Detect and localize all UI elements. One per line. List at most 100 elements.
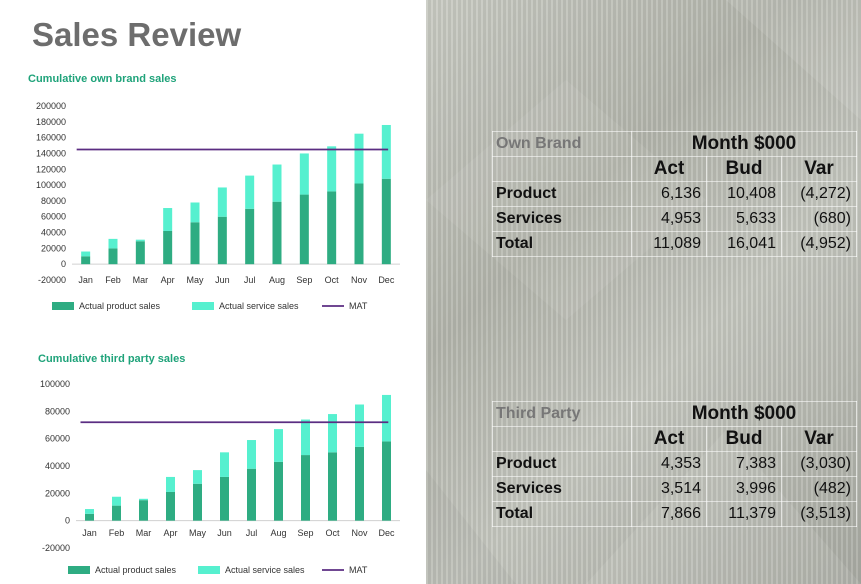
legend-label: Actual service sales xyxy=(219,301,299,311)
bar-product xyxy=(274,461,283,521)
table-row: Total 7,866 11,379 (3,513) xyxy=(492,501,857,527)
legend-swatch-product xyxy=(52,302,74,310)
x-tick-label: Feb xyxy=(109,528,125,538)
bar-product xyxy=(220,476,229,521)
bar-service xyxy=(135,239,145,242)
bar-product xyxy=(81,256,91,265)
bar-product xyxy=(327,191,337,265)
legend-label: MAT xyxy=(349,301,368,311)
x-tick-label: Sep xyxy=(297,528,313,538)
table-cell: (4,272) xyxy=(781,181,857,207)
table-row: Total 11,089 16,041 (4,952) xyxy=(492,231,857,257)
third-party-table: Third Party Month $000 Act Bud Var Produ… xyxy=(492,401,857,527)
chart1-title: Cumulative own brand sales xyxy=(28,73,177,85)
bar-service xyxy=(85,509,94,514)
page-title: Sales Review xyxy=(32,16,242,53)
x-tick-label: Feb xyxy=(105,275,121,285)
bar-service xyxy=(217,187,227,217)
table-header: Month $000 xyxy=(631,131,857,157)
bar-service xyxy=(381,124,391,179)
own-brand-table: Own Brand Month $000 Act Bud Var Product… xyxy=(492,131,857,257)
x-tick-label: Jun xyxy=(215,275,230,285)
x-tick-label: Jan xyxy=(82,528,97,538)
bar-product xyxy=(355,446,364,521)
row-label: Product xyxy=(492,181,632,207)
legend-swatch-service xyxy=(192,302,214,310)
table-corner xyxy=(492,156,632,182)
x-tick-label: Apr xyxy=(163,528,177,538)
bar-service xyxy=(220,452,229,477)
column-header: Var xyxy=(781,156,857,182)
bar-service xyxy=(299,153,309,195)
bar-product xyxy=(354,183,364,265)
row-label: Services xyxy=(492,206,632,232)
bar-service xyxy=(355,404,364,447)
bar-service xyxy=(81,251,91,257)
column-header: Var xyxy=(781,426,857,452)
bar-product xyxy=(135,241,145,265)
y-tick-label: -20000 xyxy=(38,275,66,285)
x-tick-label: Nov xyxy=(351,275,368,285)
x-tick-label: Jan xyxy=(78,275,93,285)
legend-label: Actual product sales xyxy=(95,565,177,575)
x-tick-label: Jul xyxy=(246,528,258,538)
y-tick-label: 0 xyxy=(65,516,70,526)
table-cell: 16,041 xyxy=(706,231,782,257)
bar-product xyxy=(272,201,282,265)
chart2-title: Cumulative third party sales xyxy=(38,353,186,365)
table-cell: 3,996 xyxy=(706,476,782,502)
bar-service xyxy=(166,476,175,492)
table-row: Product 6,136 10,408 (4,272) xyxy=(492,181,857,207)
table-cell: (482) xyxy=(781,476,857,502)
row-label: Total xyxy=(492,501,632,527)
own-brand-chart: 2000001800001600001400001200001000008000… xyxy=(36,101,400,311)
bar-service xyxy=(112,496,121,506)
bar-service xyxy=(163,208,173,231)
x-tick-label: Dec xyxy=(378,528,395,538)
y-tick-label: 0 xyxy=(61,259,66,269)
table-cell: (4,952) xyxy=(781,231,857,257)
x-tick-label: Sep xyxy=(296,275,312,285)
table-corner xyxy=(492,426,632,452)
legend-label: Actual product sales xyxy=(79,301,161,311)
bar-service xyxy=(247,440,256,469)
bar-service xyxy=(272,164,282,202)
bar-service xyxy=(245,175,255,209)
x-tick-label: May xyxy=(189,528,207,538)
bar-service xyxy=(328,414,337,453)
table-cell: 11,379 xyxy=(706,501,782,527)
y-tick-label: 40000 xyxy=(41,228,66,238)
table-cell: 4,353 xyxy=(631,451,707,477)
bar-product xyxy=(85,513,94,521)
bar-service xyxy=(354,133,364,184)
y-tick-label: 120000 xyxy=(36,164,66,174)
bar-product xyxy=(299,194,309,265)
table-cell: 5,633 xyxy=(706,206,782,232)
x-tick-label: Jun xyxy=(217,528,232,538)
table-header: Month $000 xyxy=(631,401,857,427)
bar-product xyxy=(245,208,255,265)
bar-product xyxy=(381,178,391,265)
x-tick-label: Oct xyxy=(325,275,340,285)
row-label: Services xyxy=(492,476,632,502)
table-cell: 6,136 xyxy=(631,181,707,207)
table-cell: 11,089 xyxy=(631,231,707,257)
table-cell: (3,030) xyxy=(781,451,857,477)
bar-product xyxy=(247,468,256,521)
column-header: Bud xyxy=(706,426,782,452)
table-cell: 7,383 xyxy=(706,451,782,477)
bar-product xyxy=(163,230,173,265)
y-tick-label: 100000 xyxy=(40,379,70,389)
y-tick-label: 80000 xyxy=(45,406,70,416)
table-cell: (3,513) xyxy=(781,501,857,527)
legend-label: MAT xyxy=(349,565,368,575)
bar-product xyxy=(112,505,121,521)
bar-service xyxy=(108,238,118,249)
y-tick-label: 80000 xyxy=(41,196,66,206)
x-tick-label: Mar xyxy=(136,528,152,538)
bar-service xyxy=(190,202,200,223)
x-tick-label: Aug xyxy=(269,275,285,285)
table-caption: Third Party xyxy=(492,401,632,427)
table-cell: 10,408 xyxy=(706,181,782,207)
y-tick-label: 60000 xyxy=(41,212,66,222)
